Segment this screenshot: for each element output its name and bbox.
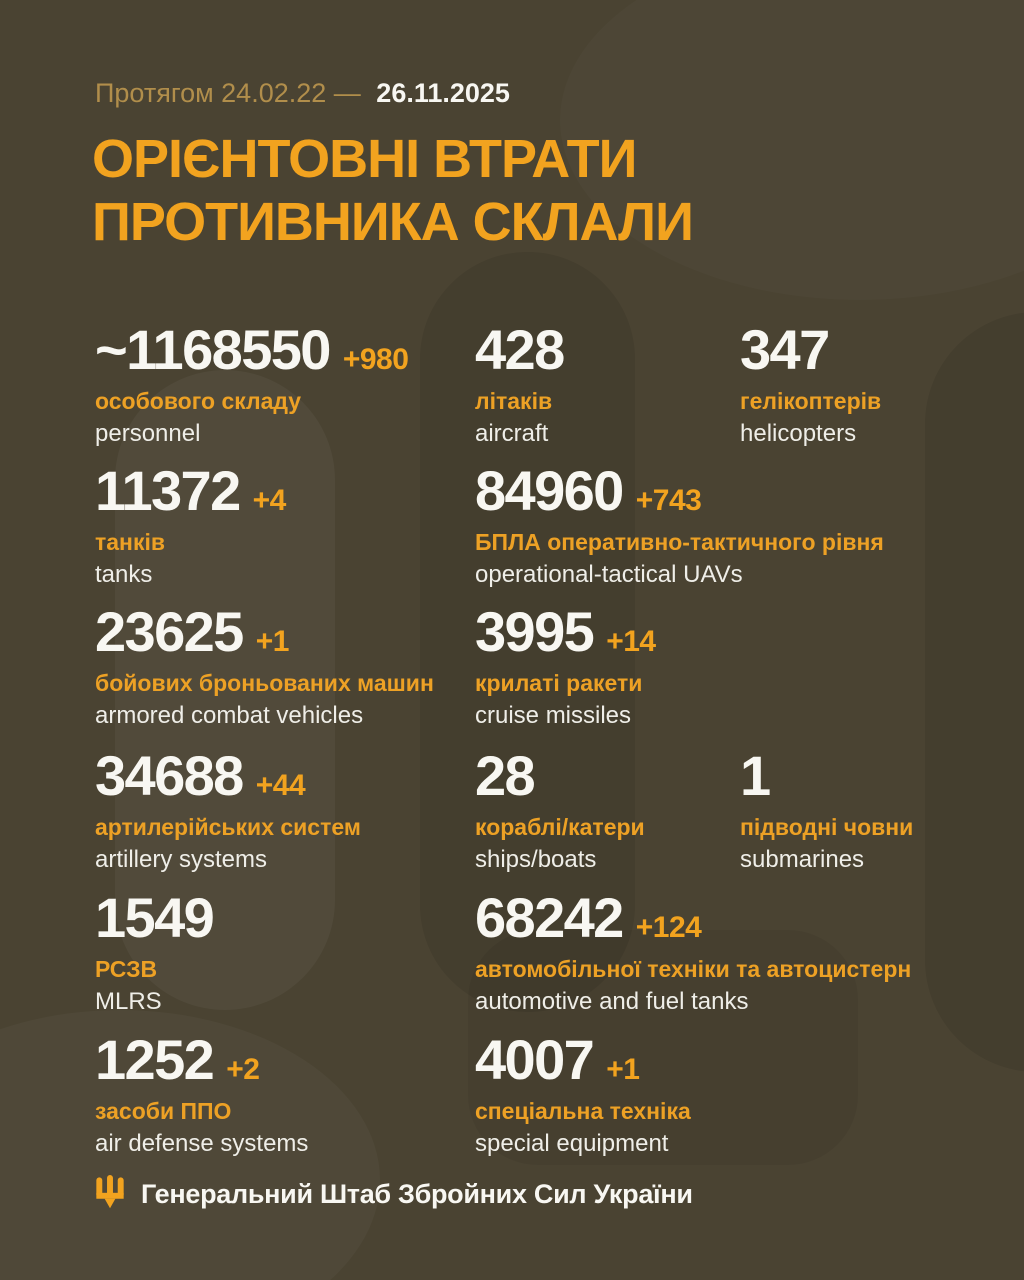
stat-delta: +4 [252,484,287,517]
page-title-line2: ПРОТИВНИКА СКЛАЛИ [92,191,694,252]
date-range: Протягом 24.02.22 — 26.11.2025 [95,78,510,109]
stat-cruise-missiles: 3995 +14 крилаті ракети cruise missiles [475,604,656,731]
stat-label-uk: бойових броньованих машин [95,670,434,696]
stat-label-en: operational-tactical UAVs [475,560,743,588]
stat-label-uk: кораблі/катери [475,814,645,840]
stat-personnel: ~1168550 +980 особового складу personnel [95,318,409,449]
stat-value: 3995 [475,600,595,663]
page-title: ОРІЄНТОВНІ ВТРАТИ ПРОТИВНИКА СКЛАЛИ [92,128,694,253]
stat-mlrs: 1549 РСЗВ MLRS [95,890,226,1017]
stat-label-uk: танків [95,529,165,555]
stat-label-en: air defense systems [95,1129,309,1157]
stat-label-en: submarines [740,845,865,873]
stat-delta: +743 [635,484,702,517]
stat-air-defense: 1252 +2 засоби ППО air defense systems [95,1032,308,1159]
stat-value: 84960 [475,459,624,522]
stat-label-uk: БПЛА оперативно-тактичного рівня [475,529,884,555]
stat-aircraft: 428 літаків aircraft [475,322,577,449]
stat-label-en: automotive and fuel tanks [475,987,749,1015]
stat-label-en: aircraft [475,419,549,447]
stat-artillery: 34688 +44 артилерійських систем artillery… [95,748,361,875]
stat-value: 1252 [95,1028,215,1091]
stat-label-en: personnel [95,419,201,447]
stat-delta: +980 [342,343,409,376]
stat-value: 1 [740,744,771,807]
stat-label-en: armored combat vehicles [95,701,364,729]
stat-label-en: special equipment [475,1129,669,1157]
date-range-prefix: Протягом 24.02.22 — [95,78,361,108]
stat-delta: +44 [255,769,306,802]
stat-delta: +1 [255,625,290,658]
stat-automotive: 68242 +124 автомобільної техніки та автоц… [475,890,911,1017]
stat-label-uk: гелікоптерів [740,388,882,414]
stat-label-en: tanks [95,560,153,588]
stat-label-en: cruise missiles [475,701,632,729]
page-title-line1: ОРІЄНТОВНІ ВТРАТИ [92,129,637,189]
stat-uavs: 84960 +743 БПЛА оперативно-тактичного рів… [475,463,884,590]
stat-special-equipment: 4007 +1 спеціальна техніка special equipm… [475,1032,691,1159]
stat-label-en: artillery systems [95,845,268,873]
stat-label-en: helicopters [740,419,857,447]
stat-label-uk: автомобільної техніки та автоцистерн [475,956,912,982]
stat-value: 11372 [95,459,241,522]
stat-value: 68242 [475,886,624,949]
stat-armored-vehicles: 23625 +1 бойових броньованих машин armore… [95,604,434,731]
stat-label-uk: РСЗВ [95,956,158,982]
stat-label-uk: крилаті ракети [475,670,643,696]
stat-label-uk: підводні човни [740,814,914,840]
stat-label-uk: спеціальна техніка [475,1098,691,1124]
stat-label-uk: засоби ППО [95,1098,232,1124]
stat-label-uk: особового складу [95,388,302,414]
stat-helicopters: 347 гелікоптерів helicopters [740,322,881,449]
stat-ships: 28 кораблі/катери ships/boats [475,748,645,875]
stat-tanks: 11372 +4 танків tanks [95,463,286,590]
stat-label-en: ships/boats [475,845,597,873]
stat-label-uk: літаків [475,388,553,414]
stat-value: 428 [475,318,565,381]
stat-value: 4007 [475,1028,595,1091]
footer: Генеральний Штаб Збройних Сил України [95,1175,693,1213]
stat-value: 34688 [95,744,244,807]
stat-delta: +1 [606,1053,640,1086]
stat-delta: +14 [606,625,656,658]
stat-value: ~1168550 [95,318,331,381]
stat-delta: +124 [635,911,702,944]
stat-value: 23625 [95,600,244,663]
stat-label-uk: артилерійських систем [95,814,361,840]
stat-value: 347 [740,318,830,381]
stat-value: 28 [475,744,536,807]
stat-value: 1549 [95,886,215,949]
stat-label-en: MLRS [95,987,162,1015]
tryzub-icon [96,1175,124,1209]
stat-submarines: 1 підводні човни submarines [740,748,913,875]
stat-delta: +2 [226,1053,260,1086]
footer-org-label: Генеральний Штаб Збройних Сил України [141,1178,693,1209]
date-current: 26.11.2025 [376,78,510,108]
